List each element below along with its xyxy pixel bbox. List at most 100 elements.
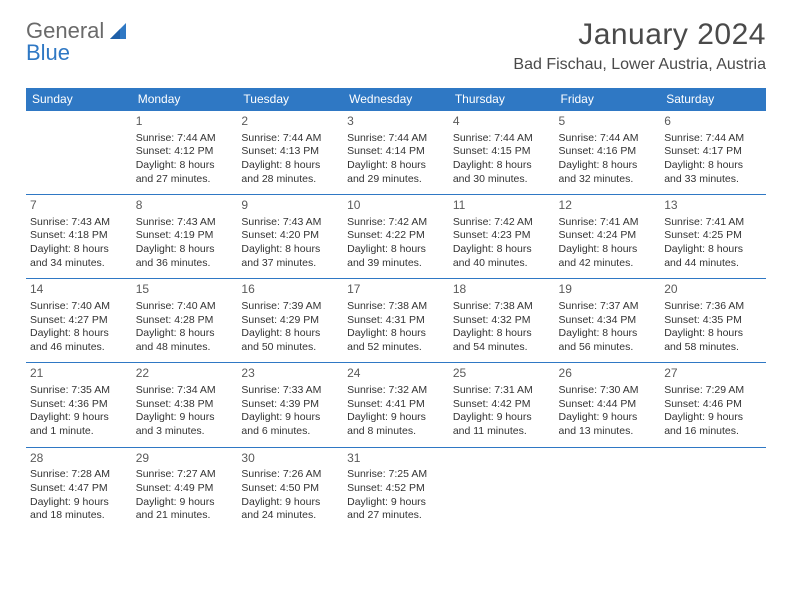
- calendar-cell: 11Sunrise: 7:42 AMSunset: 4:23 PMDayligh…: [449, 195, 555, 279]
- day-number: 29: [136, 451, 234, 467]
- day-number: 19: [559, 282, 657, 298]
- sunset-line: Sunset: 4:38 PM: [136, 398, 234, 412]
- sunrise-line: Sunrise: 7:26 AM: [241, 468, 339, 482]
- sunrise-line: Sunrise: 7:35 AM: [30, 384, 128, 398]
- sunset-line: Sunset: 4:39 PM: [241, 398, 339, 412]
- sunset-line: Sunset: 4:24 PM: [559, 229, 657, 243]
- sunrise-line: Sunrise: 7:29 AM: [664, 384, 762, 398]
- day-number: 6: [664, 114, 762, 130]
- day-number: 5: [559, 114, 657, 130]
- daylight-line: Daylight: 8 hours and 56 minutes.: [559, 327, 657, 354]
- sunset-line: Sunset: 4:49 PM: [136, 482, 234, 496]
- daylight-line: Daylight: 9 hours and 18 minutes.: [30, 496, 128, 523]
- calendar-cell: 13Sunrise: 7:41 AMSunset: 4:25 PMDayligh…: [660, 195, 766, 279]
- day-number: 11: [453, 198, 551, 214]
- day-number: 10: [347, 198, 445, 214]
- day-number: 22: [136, 366, 234, 382]
- sunrise-line: Sunrise: 7:43 AM: [30, 216, 128, 230]
- calendar-cell: 5Sunrise: 7:44 AMSunset: 4:16 PMDaylight…: [555, 111, 661, 195]
- sunset-line: Sunset: 4:25 PM: [664, 229, 762, 243]
- sunset-line: Sunset: 4:18 PM: [30, 229, 128, 243]
- sunset-line: Sunset: 4:20 PM: [241, 229, 339, 243]
- sunset-line: Sunset: 4:47 PM: [30, 482, 128, 496]
- day-number: 2: [241, 114, 339, 130]
- day-number: 14: [30, 282, 128, 298]
- daylight-line: Daylight: 9 hours and 27 minutes.: [347, 496, 445, 523]
- calendar-cell: 19 Sunrise: 7:37 AMSunset: 4:34 PMDayligh…: [555, 279, 661, 363]
- sunset-line: Sunset: 4:12 PM: [136, 145, 234, 159]
- daylight-line: Daylight: 8 hours and 27 minutes.: [136, 159, 234, 186]
- calendar-cell: 12Sunrise: 7:41 AMSunset: 4:24 PMDayligh…: [555, 195, 661, 279]
- daylight-line: Daylight: 8 hours and 30 minutes.: [453, 159, 551, 186]
- location-text: Bad Fischau, Lower Austria, Austria: [513, 56, 766, 74]
- daylight-line: Daylight: 8 hours and 33 minutes.: [664, 159, 762, 186]
- calendar-cell: 20Sunrise: 7:36 AMSunset: 4:35 PMDayligh…: [660, 279, 766, 363]
- calendar-cell: 18Sunrise: 7:38 AMSunset: 4:32 PMDayligh…: [449, 279, 555, 363]
- day-number: 4: [453, 114, 551, 130]
- day-number: 20: [664, 282, 762, 298]
- daylight-line: Daylight: 8 hours and 40 minutes.: [453, 243, 551, 270]
- calendar-cell: 9Sunrise: 7:43 AMSunset: 4:20 PMDaylight…: [237, 195, 343, 279]
- sunset-line: Sunset: 4:16 PM: [559, 145, 657, 159]
- calendar-cell: 17Sunrise: 7:38 AMSunset: 4:31 PMDayligh…: [343, 279, 449, 363]
- sunrise-line: Sunrise: 7:31 AM: [453, 384, 551, 398]
- day-number: 3: [347, 114, 445, 130]
- day-number: 16: [241, 282, 339, 298]
- day-header: Thursday: [449, 88, 555, 111]
- sunrise-line: Sunrise: 7:44 AM: [241, 132, 339, 146]
- calendar-row: 28Sunrise: 7:28 AMSunset: 4:47 PMDayligh…: [26, 447, 766, 531]
- day-number: 9: [241, 198, 339, 214]
- daylight-line: Daylight: 8 hours and 28 minutes.: [241, 159, 339, 186]
- sunrise-line: Sunrise: 7:37 AM: [559, 300, 657, 314]
- calendar-cell: 10Sunrise: 7:42 AMSunset: 4:22 PMDayligh…: [343, 195, 449, 279]
- sunset-line: Sunset: 4:36 PM: [30, 398, 128, 412]
- sunset-line: Sunset: 4:19 PM: [136, 229, 234, 243]
- sunset-line: Sunset: 4:17 PM: [664, 145, 762, 159]
- sunset-line: Sunset: 4:32 PM: [453, 314, 551, 328]
- daylight-line: Daylight: 8 hours and 32 minutes.: [559, 159, 657, 186]
- daylight-line: Daylight: 9 hours and 24 minutes.: [241, 496, 339, 523]
- daylight-line: Daylight: 8 hours and 42 minutes.: [559, 243, 657, 270]
- logo-line2: Blue: [26, 40, 70, 66]
- sunset-line: Sunset: 4:41 PM: [347, 398, 445, 412]
- calendar-cell: 21Sunrise: 7:35 AMSunset: 4:36 PMDayligh…: [26, 363, 132, 447]
- sunset-line: Sunset: 4:29 PM: [241, 314, 339, 328]
- calendar-cell: 28Sunrise: 7:28 AMSunset: 4:47 PMDayligh…: [26, 447, 132, 531]
- sunset-line: Sunset: 4:14 PM: [347, 145, 445, 159]
- calendar-cell: [660, 447, 766, 531]
- calendar-cell: 7Sunrise: 7:43 AMSunset: 4:18 PMDaylight…: [26, 195, 132, 279]
- sunset-line: Sunset: 4:52 PM: [347, 482, 445, 496]
- calendar-cell: 2Sunrise: 7:44 AMSunset: 4:13 PMDaylight…: [237, 111, 343, 195]
- day-number: 17: [347, 282, 445, 298]
- sunset-line: Sunset: 4:46 PM: [664, 398, 762, 412]
- calendar-cell: 24Sunrise: 7:32 AMSunset: 4:41 PMDayligh…: [343, 363, 449, 447]
- sunset-line: Sunset: 4:34 PM: [559, 314, 657, 328]
- day-header: Friday: [555, 88, 661, 111]
- sunset-line: Sunset: 4:50 PM: [241, 482, 339, 496]
- sunset-line: Sunset: 4:31 PM: [347, 314, 445, 328]
- day-number: 15: [136, 282, 234, 298]
- sunrise-line: Sunrise: 7:44 AM: [453, 132, 551, 146]
- calendar-cell: 6 Sunrise: 7:44 AMSunset: 4:17 PMDaylight…: [660, 111, 766, 195]
- calendar-cell: 29Sunrise: 7:27 AMSunset: 4:49 PMDayligh…: [132, 447, 238, 531]
- daylight-line: Daylight: 9 hours and 13 minutes.: [559, 411, 657, 438]
- calendar-cell: 15Sunrise: 7:40 AMSunset: 4:28 PMDayligh…: [132, 279, 238, 363]
- sunrise-line: Sunrise: 7:38 AM: [347, 300, 445, 314]
- calendar-cell: 23Sunrise: 7:33 AMSunset: 4:39 PMDayligh…: [237, 363, 343, 447]
- calendar-cell: 30Sunrise: 7:26 AMSunset: 4:50 PMDayligh…: [237, 447, 343, 531]
- day-number: 26: [559, 366, 657, 382]
- calendar-cell: 27Sunrise: 7:29 AMSunset: 4:46 PMDayligh…: [660, 363, 766, 447]
- day-number: 27: [664, 366, 762, 382]
- sunrise-line: Sunrise: 7:44 AM: [664, 132, 762, 146]
- logo-word-blue: Blue: [26, 40, 70, 66]
- sunrise-line: Sunrise: 7:43 AM: [241, 216, 339, 230]
- daylight-line: Daylight: 8 hours and 50 minutes.: [241, 327, 339, 354]
- sunrise-line: Sunrise: 7:42 AM: [453, 216, 551, 230]
- daylight-line: Daylight: 8 hours and 44 minutes.: [664, 243, 762, 270]
- day-number: 23: [241, 366, 339, 382]
- calendar-cell: 16Sunrise: 7:39 AMSunset: 4:29 PMDayligh…: [237, 279, 343, 363]
- sunset-line: Sunset: 4:27 PM: [30, 314, 128, 328]
- daylight-line: Daylight: 9 hours and 8 minutes.: [347, 411, 445, 438]
- calendar-cell: [555, 447, 661, 531]
- daylight-line: Daylight: 8 hours and 34 minutes.: [30, 243, 128, 270]
